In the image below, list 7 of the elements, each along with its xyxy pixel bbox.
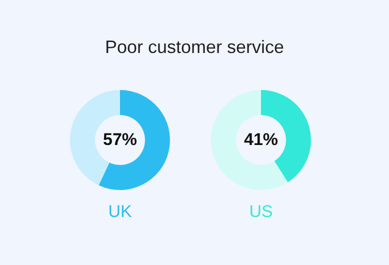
text: US — [249, 202, 273, 221]
chart-title: Poor customer service — [104, 37, 286, 58]
data-label: 41% — [244, 130, 278, 149]
donut-slice — [211, 90, 288, 190]
data-label: 57% — [102, 130, 138, 149]
text: UK — [108, 202, 132, 221]
donut-slice — [98, 90, 170, 190]
